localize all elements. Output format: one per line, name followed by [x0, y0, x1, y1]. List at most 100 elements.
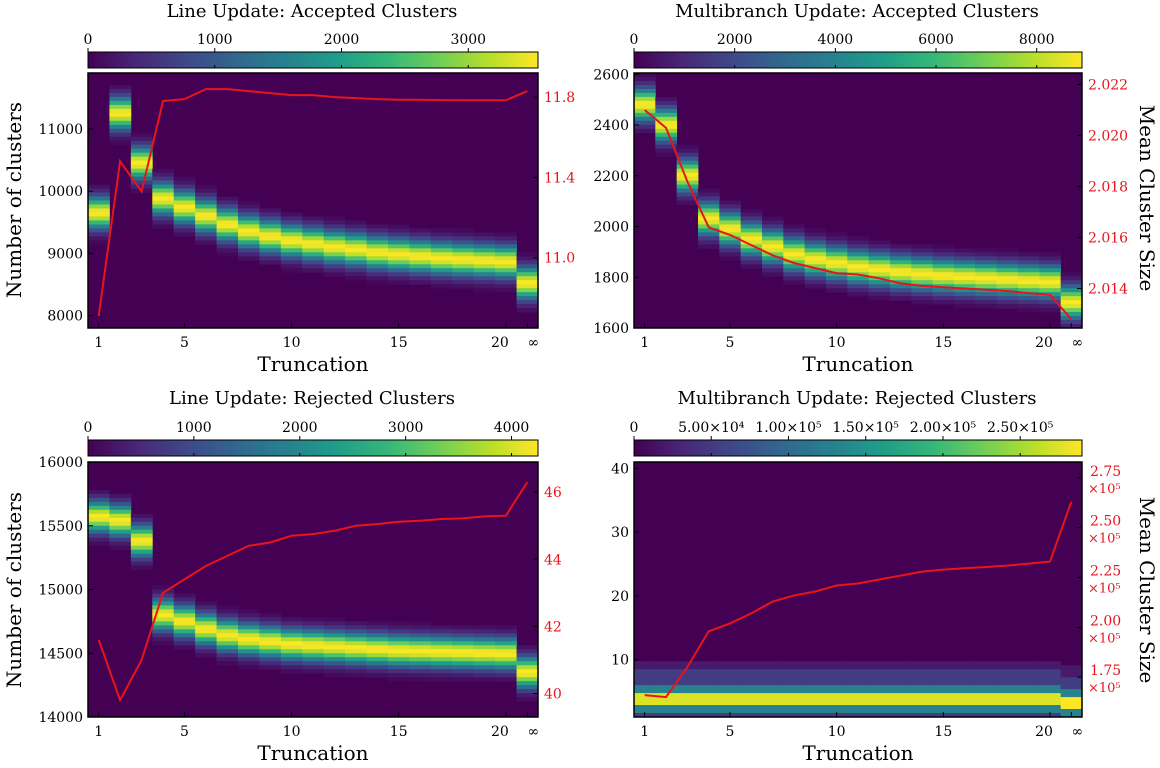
heatmap-cell	[516, 308, 539, 313]
heatmap-cell	[719, 697, 742, 702]
heatmap-cell	[88, 537, 110, 543]
heatmap-cell	[911, 272, 934, 277]
heatmap-cell	[366, 633, 389, 638]
heatmap-cell	[868, 264, 891, 269]
colorbar-tick-label: 3000	[450, 32, 486, 48]
heatmap-cell	[323, 665, 346, 670]
heatmap-cell	[409, 236, 432, 241]
heatmap-cell	[698, 705, 720, 710]
heatmap-cell	[655, 108, 678, 114]
heatmap-cell	[323, 244, 346, 249]
heatmap-cell	[868, 669, 891, 674]
heatmap-cell	[1018, 276, 1040, 281]
heatmap-cell	[676, 701, 699, 706]
heatmap-cell	[676, 661, 699, 666]
heatmap-cell	[345, 220, 367, 225]
heatmap-cell	[1039, 296, 1062, 301]
heatmap-cell	[698, 669, 720, 674]
heatmap-cell	[740, 224, 763, 229]
heatmap-cell	[634, 112, 656, 118]
heatmap-cell	[826, 697, 848, 702]
heatmap-cell	[975, 677, 998, 682]
heatmap-cell	[430, 657, 453, 662]
heatmap-cell	[954, 260, 976, 265]
heatmap-cell	[655, 144, 678, 150]
heatmap-cell	[152, 601, 175, 606]
heatmap-cell	[516, 661, 539, 666]
heatmap-cell	[109, 92, 132, 98]
heatmap-cell	[473, 637, 496, 642]
heatmap-cell	[366, 244, 389, 249]
heatmap-cell	[280, 657, 303, 662]
heatmap-cell	[676, 148, 699, 154]
heatmap-cell	[634, 685, 656, 690]
heatmap-cell	[932, 272, 955, 277]
heatmap-cell	[259, 244, 282, 249]
heatmap-cell	[634, 665, 656, 670]
heatmap-cell	[634, 697, 656, 702]
heatmap-cell	[783, 240, 806, 245]
heatmap-cell	[826, 689, 848, 694]
heatmap-cell	[975, 268, 998, 273]
y-axis-label: Number of clusters	[2, 102, 26, 298]
heatmap-cell	[1039, 280, 1062, 285]
heatmap-cell	[452, 236, 475, 241]
heatmap-cell	[868, 252, 891, 257]
heatmap-cell	[975, 689, 998, 694]
heatmap-cell	[280, 661, 303, 666]
heatmap-cell	[473, 641, 496, 646]
heatmap-cell	[740, 709, 763, 714]
heatmap-cell	[975, 296, 998, 301]
heatmap-cell	[890, 296, 912, 301]
heatmap-cell	[345, 256, 367, 261]
heatmap-cell	[1060, 320, 1083, 325]
heatmap-cell	[911, 268, 934, 273]
heatmap-cell	[954, 288, 976, 293]
colorbar-tick-label: 2000	[282, 420, 318, 436]
heatmap-cell	[238, 609, 260, 614]
heatmap-cell	[130, 557, 153, 563]
heatmap-cell	[280, 625, 303, 630]
heatmap-cell	[280, 260, 303, 265]
heatmap-cell	[409, 677, 432, 682]
heatmap-cell	[345, 244, 367, 249]
heatmap-cell	[826, 681, 848, 686]
heatmap-cell	[366, 280, 389, 285]
heatmap-cell	[868, 713, 891, 718]
heatmap-cell	[195, 609, 217, 614]
heatmap-cell	[954, 709, 976, 714]
heatmap-cell	[323, 268, 346, 273]
x-axis-ticks: 1 5 10 15 20 ∞	[94, 712, 539, 740]
heatmap-cell	[345, 637, 367, 642]
heatmap-cell	[1060, 681, 1083, 686]
heatmap-cell	[238, 216, 260, 221]
heatmap-cell	[302, 264, 325, 269]
heatmap-cell	[783, 713, 806, 718]
heatmap-cell	[88, 228, 110, 233]
heatmap-cell	[975, 280, 998, 285]
heatmap-cell	[847, 705, 870, 710]
heatmap-cell	[868, 689, 891, 694]
heatmap-cell	[473, 645, 496, 650]
heatmap-cell	[130, 132, 153, 138]
y-tick-label: 20	[611, 589, 629, 605]
heatmap-cell	[238, 661, 260, 666]
heatmap-cell	[1039, 308, 1062, 313]
heatmap-cell	[195, 200, 217, 205]
heatmap-cell	[932, 685, 955, 690]
heatmap-cell	[996, 272, 1019, 277]
heatmap-cell	[430, 633, 453, 638]
heatmap-cell	[323, 236, 346, 241]
heatmap-cell	[173, 180, 196, 185]
heatmap-cell	[804, 661, 827, 666]
heatmap-cell	[676, 673, 699, 678]
heatmap-cell	[302, 645, 325, 650]
heatmap-cell	[996, 248, 1019, 253]
y2-tick-label: 2.022	[1088, 77, 1128, 93]
heatmap-cell	[195, 184, 217, 189]
heatmap-cell	[762, 220, 784, 225]
heatmap-cell	[804, 276, 827, 281]
heatmap-cell	[868, 677, 891, 682]
heatmap-cell	[366, 629, 389, 634]
heatmap-cell	[975, 673, 998, 678]
